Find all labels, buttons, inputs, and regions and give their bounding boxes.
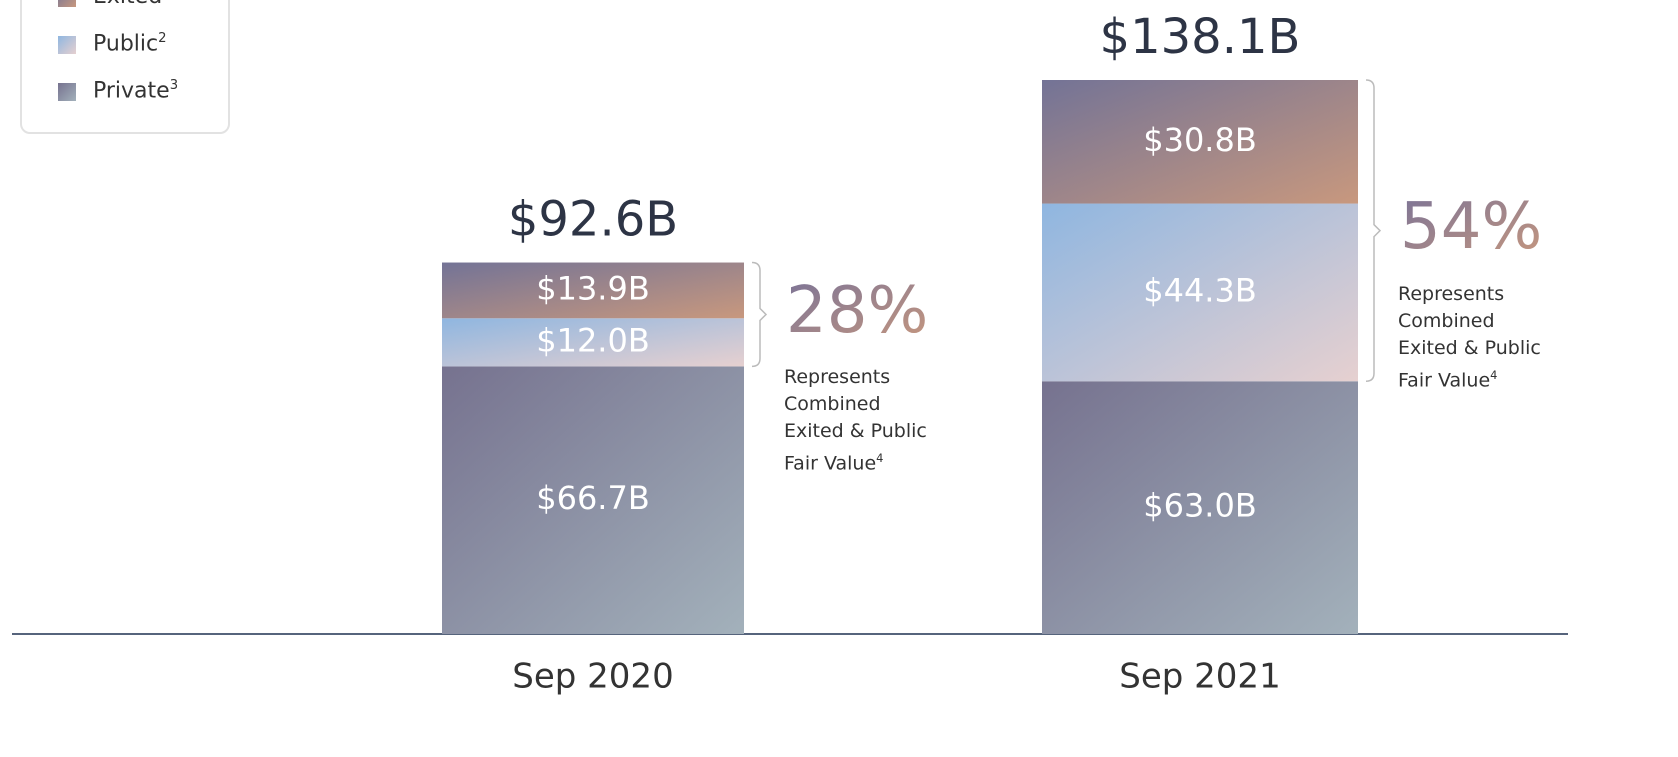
x-tick-label: Sep 2020: [512, 657, 673, 697]
legend-entry: Exited: [93, 0, 162, 9]
annotation-text: Represents Combined Exited & Public Fair…: [784, 366, 927, 475]
annotation-text: Represents Combined Exited & Public Fair…: [1398, 282, 1541, 391]
value-label: $13.9B: [536, 269, 650, 307]
bar-segment: [442, 318, 744, 367]
legend-label: Private: [93, 78, 170, 104]
annotation-note: Represents Combined Exited & Public Fair…: [1398, 281, 1558, 394]
footnote: 3: [169, 78, 179, 93]
bar-segment: [442, 366, 744, 634]
bar-segment: [442, 262, 744, 319]
legend-entry: Public2: [93, 31, 167, 56]
annotation-percent: 28%: [786, 274, 928, 348]
value-label: $66.7B: [536, 479, 650, 517]
legend-swatch: [58, 0, 76, 7]
total-label: $138.1B: [1100, 9, 1301, 65]
footnote: 2: [158, 31, 167, 46]
bar-segment: [1042, 80, 1358, 204]
total-label: $92.6B: [508, 192, 678, 248]
footnote: 4: [876, 451, 884, 466]
value-label: $63.0B: [1143, 487, 1257, 525]
bar-segment: [1042, 381, 1358, 634]
bar-segment: [1042, 203, 1358, 382]
bracket: [751, 261, 768, 368]
value-label: $44.3B: [1143, 271, 1257, 309]
legend-box: [20, 0, 230, 134]
value-label: $12.0B: [536, 321, 650, 359]
legend-swatch: [58, 83, 76, 101]
value-label: $30.8B: [1143, 121, 1257, 159]
bracket: [1365, 79, 1382, 383]
annotation-note: Represents Combined Exited & Public Fair…: [784, 364, 944, 477]
legend-swatch: [58, 36, 76, 54]
legend-label: Exited: [93, 0, 162, 9]
annotation-percent: 54%: [1400, 190, 1542, 264]
x-tick-label: Sep 2021: [1119, 657, 1280, 697]
legend-entry: Private3: [93, 78, 178, 103]
footnote: 4: [1490, 367, 1498, 382]
legend-label: Public: [93, 31, 159, 57]
